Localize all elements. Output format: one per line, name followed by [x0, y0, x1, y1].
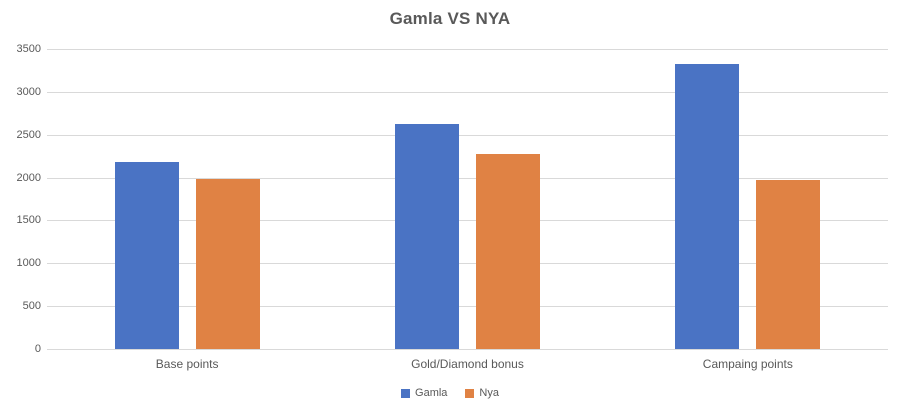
y-axis-tick-label-3500: 3500 — [16, 43, 41, 55]
bar-nya-gold-diamond-bonus — [476, 153, 540, 349]
legend-label-nya: Nya — [479, 387, 499, 399]
legend-item-gamla: Gamla — [401, 387, 447, 399]
y-axis-tick-label-3000: 3000 — [16, 85, 41, 98]
gridline-3000 — [47, 91, 888, 93]
bar-gamla-campaing-points — [675, 64, 740, 349]
x-axis-category-label-gold-diamond-bonus: Gold/Diamond bonus — [411, 357, 524, 371]
gridline-2500 — [47, 134, 888, 136]
bar-gamla-gold-diamond-bonus — [395, 123, 459, 349]
x-axis-category-label-campaing-points: Campaing points — [702, 357, 793, 371]
gridline-1500 — [47, 220, 888, 222]
gridline-2000 — [47, 177, 888, 179]
y-axis-tick-label-1000: 1000 — [16, 257, 41, 270]
y-axis-tick-label-500: 500 — [22, 300, 41, 313]
gridline-0 — [47, 349, 888, 350]
y-axis-tick-label-1500: 1500 — [16, 214, 41, 227]
plot-area: 0 500 1000 1500 2000 2500 3000 3500 Base points G… — [17, 43, 888, 371]
bar-nya-base-points — [195, 179, 260, 349]
y-axis-tick-label-2000: 2000 — [16, 171, 41, 184]
y-axis-tick-label-2500: 2500 — [16, 128, 41, 141]
x-axis-category-label-base-points: Base points — [155, 357, 219, 371]
chart-title: Gamla VS NYA — [389, 9, 511, 28]
gridline-1000 — [47, 263, 888, 265]
bar-nya-campaing-points — [756, 180, 821, 349]
bar-gamla-base-points — [114, 162, 179, 349]
legend-item-nya: Nya — [465, 387, 499, 399]
legend: Gamla Nya — [0, 387, 900, 399]
y-axis-tick-label-0: 0 — [34, 343, 41, 355]
gridline-3500 — [47, 49, 888, 50]
legend-label-gamla: Gamla — [415, 387, 448, 399]
legend-swatch-gamla — [401, 388, 411, 398]
gridline-500 — [47, 306, 888, 308]
legend-swatch-nya — [465, 388, 475, 398]
